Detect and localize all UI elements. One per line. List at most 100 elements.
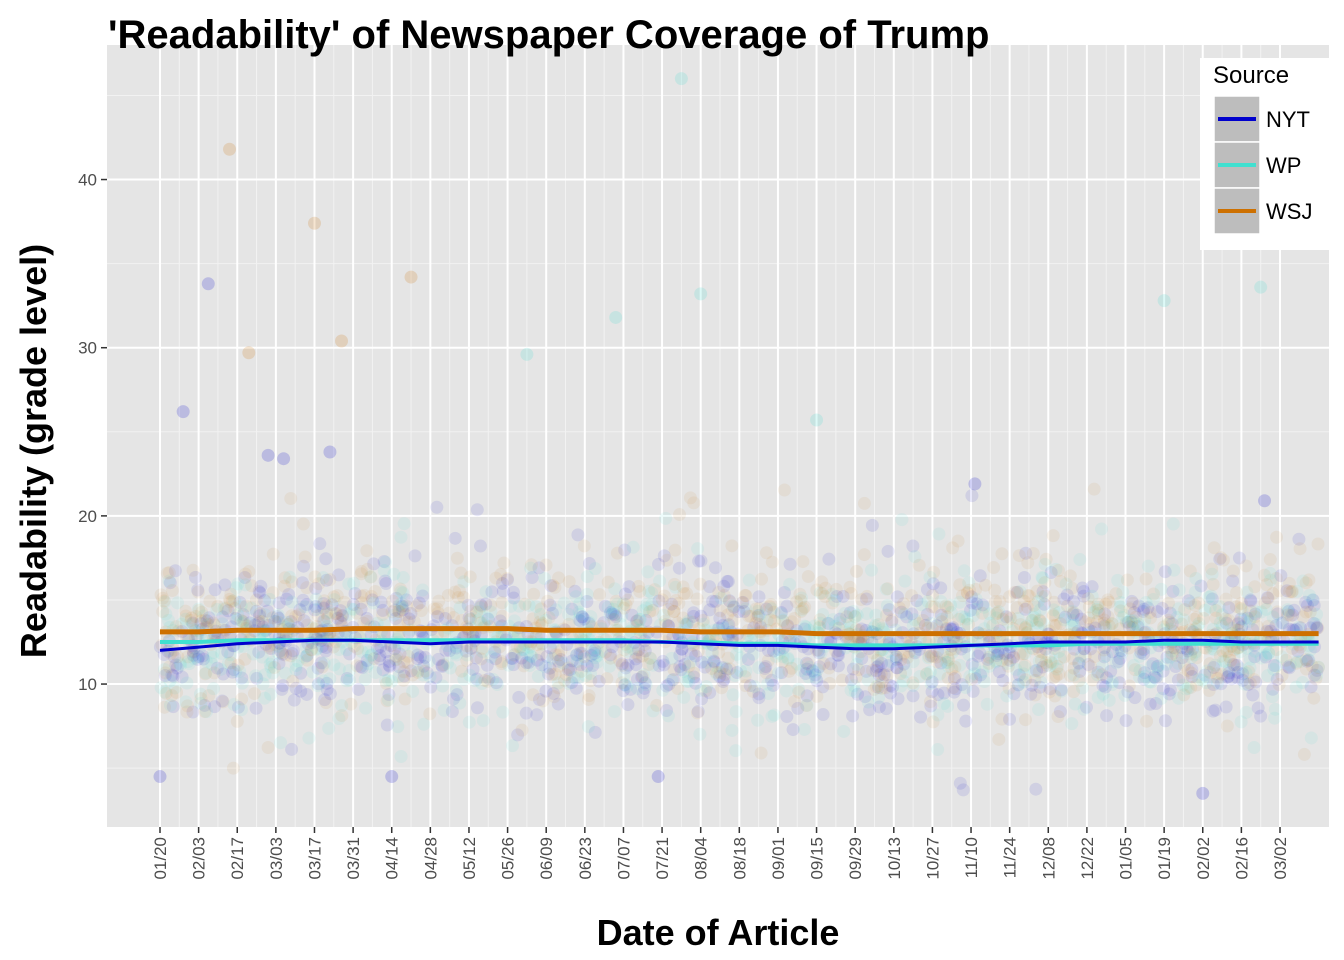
data-point — [1234, 601, 1248, 615]
data-point — [609, 594, 623, 608]
x-tick-label: 02/17 — [228, 837, 247, 880]
data-point — [737, 605, 751, 619]
data-point — [790, 595, 804, 609]
data-point — [1030, 616, 1044, 630]
data-point — [1281, 603, 1295, 617]
data-point — [813, 616, 827, 630]
data-point — [330, 589, 344, 603]
data-point — [955, 678, 969, 692]
data-point — [193, 687, 207, 701]
data-point — [604, 606, 618, 620]
data-point — [242, 565, 256, 579]
data-point — [396, 673, 410, 687]
data-point — [310, 631, 324, 645]
data-point — [981, 652, 995, 666]
data-point — [926, 589, 940, 603]
data-point — [308, 570, 322, 584]
data-point — [767, 708, 781, 722]
data-point — [1000, 652, 1014, 666]
data-point — [158, 700, 172, 714]
data-point — [973, 646, 987, 660]
data-point — [705, 661, 719, 675]
data-point — [1172, 583, 1186, 597]
data-point — [934, 656, 948, 670]
data-point — [495, 655, 509, 669]
data-point — [795, 603, 809, 617]
data-point — [660, 704, 674, 718]
data-point-outlier — [694, 287, 708, 301]
data-point — [1028, 664, 1042, 678]
data-point — [376, 608, 390, 622]
data-point — [347, 602, 361, 616]
data-point — [541, 594, 555, 608]
data-point — [1057, 592, 1071, 606]
data-point — [1077, 589, 1091, 603]
data-point — [1133, 649, 1147, 663]
data-point — [388, 642, 402, 656]
data-point — [659, 679, 673, 693]
data-point — [299, 640, 313, 654]
data-point — [536, 694, 550, 708]
data-point — [619, 661, 633, 675]
data-point — [493, 614, 507, 628]
data-point — [638, 676, 652, 690]
data-point — [1149, 671, 1163, 685]
data-point — [227, 593, 241, 607]
data-point — [396, 603, 410, 617]
data-point — [200, 617, 214, 631]
data-point — [236, 615, 250, 629]
data-point — [1203, 665, 1217, 679]
data-point — [976, 665, 990, 679]
data-point — [589, 641, 603, 655]
data-point — [285, 595, 299, 609]
data-point — [889, 650, 903, 664]
data-point — [815, 575, 829, 589]
data-point — [479, 585, 493, 599]
data-point — [1220, 719, 1234, 733]
data-point — [1102, 595, 1116, 609]
data-point — [1060, 588, 1074, 602]
data-point — [1010, 585, 1024, 599]
data-point — [340, 643, 354, 657]
data-point — [577, 650, 591, 664]
data-point — [451, 591, 465, 605]
data-point — [1027, 598, 1041, 612]
data-point — [999, 610, 1013, 624]
data-point — [780, 710, 794, 724]
data-point — [559, 668, 573, 682]
data-point — [348, 586, 362, 600]
data-point — [199, 666, 213, 680]
data-point — [916, 613, 930, 627]
data-point — [567, 670, 581, 684]
data-point — [1184, 666, 1198, 680]
data-point — [449, 683, 463, 697]
data-point — [264, 642, 278, 656]
data-point — [583, 667, 597, 681]
data-point — [650, 698, 664, 712]
data-point — [354, 660, 368, 674]
data-point-outlier — [1254, 280, 1268, 294]
data-point — [608, 582, 622, 596]
data-point — [1067, 668, 1081, 682]
data-point — [880, 668, 894, 682]
data-point — [268, 614, 282, 628]
data-point — [851, 687, 865, 701]
trend-line-nyt — [159, 638, 1319, 652]
data-point — [1141, 601, 1155, 615]
data-point — [1121, 685, 1135, 699]
data-point — [1220, 644, 1234, 658]
data-point — [594, 645, 608, 659]
data-point — [1219, 612, 1233, 626]
data-point — [1305, 593, 1319, 607]
data-point — [1268, 702, 1282, 716]
data-point — [216, 610, 230, 624]
data-point — [1032, 665, 1046, 679]
data-point-outlier — [201, 277, 215, 291]
data-point — [1187, 612, 1201, 626]
data-point — [963, 603, 977, 617]
data-point — [722, 594, 736, 608]
data-point — [974, 668, 988, 682]
data-point — [1052, 645, 1066, 659]
data-point — [914, 710, 928, 724]
data-point — [1222, 650, 1236, 664]
